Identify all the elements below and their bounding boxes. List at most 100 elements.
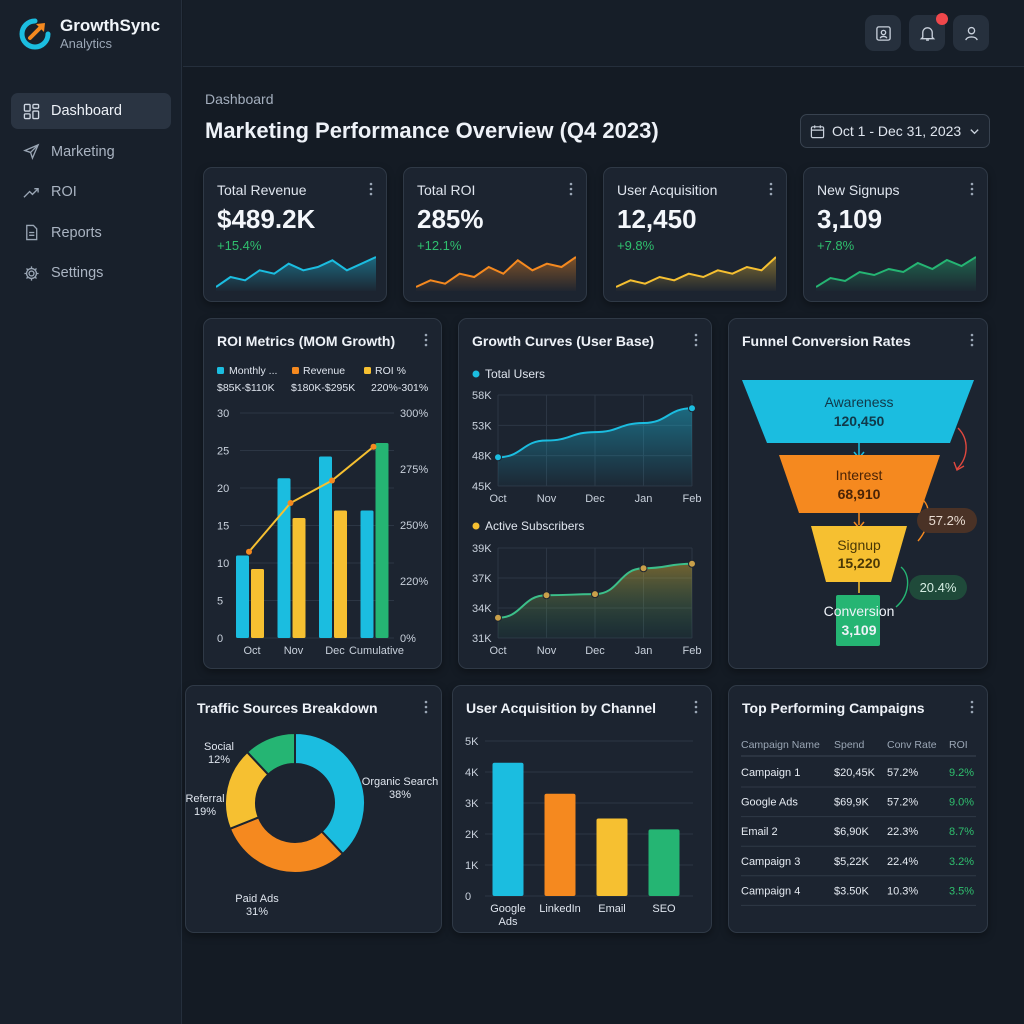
data-point[interactable] <box>688 404 696 413</box>
rate-badge-signup <box>909 575 967 600</box>
sidebar-item-roi[interactable]: ROI <box>11 174 171 210</box>
x-tick-label: LinkedIn <box>539 903 581 915</box>
donut-slice-paid-ads[interactable] <box>228 816 345 874</box>
help-button[interactable] <box>865 15 901 51</box>
bar-monthly[interactable] <box>236 555 249 639</box>
funnel-stage-signup[interactable] <box>811 526 907 582</box>
funnel-chart: Awareness 120,450 Interest 68,910 Signup… <box>742 380 977 646</box>
kpi-card-roi[interactable]: Total ROI 285% +12.1% <box>403 167 587 302</box>
data-point[interactable] <box>639 564 648 573</box>
more-options-icon[interactable] <box>769 182 773 196</box>
rate-badge-value: 57.2% <box>929 513 966 528</box>
sidebar-item-settings[interactable]: Settings <box>11 255 171 291</box>
x-tick-label: Ads <box>499 916 518 928</box>
top-campaigns-card: Top Performing Campaigns Campaign Name Sp… <box>728 685 988 933</box>
y-tick-label: 48K <box>472 451 492 463</box>
sidebar: GrowthSync Analytics Dashboard Marketing… <box>0 0 182 1024</box>
roi-point[interactable] <box>329 477 335 484</box>
kpi-value: $489.2K <box>217 204 316 234</box>
data-point[interactable] <box>542 591 551 600</box>
more-options-icon[interactable] <box>970 700 974 714</box>
sidebar-item-reports[interactable]: Reports <box>11 215 171 251</box>
donut-slice-organic-search[interactable] <box>294 731 366 856</box>
bar-revenue[interactable] <box>292 518 306 638</box>
bar-monthly[interactable] <box>319 456 332 639</box>
rocket-icon <box>23 143 40 160</box>
data-point[interactable] <box>494 613 502 622</box>
x-tick-label: Dec <box>325 645 345 657</box>
data-point[interactable] <box>494 453 502 462</box>
sparkline-area <box>816 257 976 291</box>
more-options-icon[interactable] <box>569 182 573 196</box>
more-options-icon[interactable] <box>424 700 428 714</box>
kpi-title: Total Revenue <box>217 182 307 198</box>
more-options-icon[interactable] <box>694 700 698 714</box>
bar-linkedin[interactable] <box>544 793 576 896</box>
funnel-stage-value: 68,910 <box>838 486 881 502</box>
bar-monthly[interactable] <box>360 510 374 639</box>
bar-monthly[interactable] <box>277 478 291 638</box>
kpi-card-user-acquisition[interactable]: User Acquisition 12,450 +9.8% <box>603 167 787 302</box>
funnel-stage-awareness[interactable] <box>742 380 974 443</box>
bar-email[interactable] <box>596 818 628 897</box>
y2-tick-label: 300% <box>400 408 428 420</box>
table-cell: 8.7% <box>949 826 974 838</box>
bar-revenue[interactable] <box>375 443 389 638</box>
legend-swatch-revenue <box>292 367 299 374</box>
date-range-picker[interactable]: Oct 1 - Dec 31, 2023 <box>800 114 990 148</box>
sidebar-item-marketing[interactable]: Marketing <box>11 134 171 170</box>
column-header[interactable]: Campaign Name <box>741 739 820 751</box>
bar-google-ads[interactable] <box>492 762 524 896</box>
kpi-value: 285% <box>417 204 484 234</box>
more-options-icon[interactable] <box>424 333 428 347</box>
sidebar-item-dashboard[interactable]: Dashboard <box>11 93 171 129</box>
data-point[interactable] <box>591 590 599 599</box>
roi-point[interactable] <box>246 548 252 555</box>
x-tick-label: Email <box>598 903 626 915</box>
kpi-card-new-signups[interactable]: New Signups 3,109 +7.8% <box>803 167 988 302</box>
notifications-button[interactable] <box>909 13 948 51</box>
x-tick-label: Google <box>490 903 525 915</box>
legend-swatch-roi <box>364 367 371 374</box>
more-options-icon[interactable] <box>970 333 974 347</box>
date-range-value: Oct 1 - Dec 31, 2023 <box>832 123 962 139</box>
column-header[interactable]: Spend <box>834 739 865 751</box>
growth-curves-card: Growth Curves (User Base) Total Users 45… <box>458 318 712 669</box>
more-options-icon[interactable] <box>970 182 974 196</box>
more-options-icon[interactable] <box>694 333 698 347</box>
y-tick-label: 25 <box>217 446 229 458</box>
funnel-stage-interest[interactable] <box>779 455 940 513</box>
roi-point[interactable] <box>287 500 294 506</box>
x-tick-label: Jan <box>635 645 653 657</box>
funnel-stage-conversion[interactable] <box>836 595 880 646</box>
sparkline-line <box>816 256 976 288</box>
data-point[interactable] <box>688 559 696 568</box>
x-tick-label: Nov <box>537 493 557 505</box>
sidebar-item-label: Reports <box>51 224 102 241</box>
bar-seo[interactable] <box>648 829 680 896</box>
column-header[interactable]: ROI <box>949 739 968 751</box>
calendar-icon <box>810 124 825 138</box>
roi-point[interactable] <box>370 443 377 450</box>
column-header[interactable]: Conv Rate <box>887 739 937 751</box>
series-line <box>497 407 693 459</box>
brand[interactable]: GrowthSync Analytics <box>18 16 160 52</box>
y-tick-label: 34K <box>472 603 492 615</box>
donut-slice-social[interactable] <box>245 731 296 776</box>
table-cell: $69,9K <box>834 797 870 809</box>
curved-arrow-icon <box>956 427 967 470</box>
more-options-icon[interactable] <box>369 182 373 196</box>
breadcrumb[interactable]: Dashboard <box>205 91 274 107</box>
kpi-title: Total ROI <box>417 182 476 198</box>
y-tick-label: 2K <box>465 829 479 841</box>
profile-button[interactable] <box>953 15 989 51</box>
x-tick-label: Oct <box>243 645 260 657</box>
x-tick-label: Feb <box>683 645 702 657</box>
bar-revenue[interactable] <box>251 569 264 638</box>
slice-pct: 19% <box>194 806 216 818</box>
user-icon <box>964 26 978 40</box>
kpi-card-revenue[interactable]: Total Revenue $489.2K +15.4% <box>203 167 387 302</box>
bell-icon <box>919 26 935 41</box>
bar-revenue[interactable] <box>334 510 347 639</box>
table-cell: Campaign 3 <box>741 856 800 868</box>
